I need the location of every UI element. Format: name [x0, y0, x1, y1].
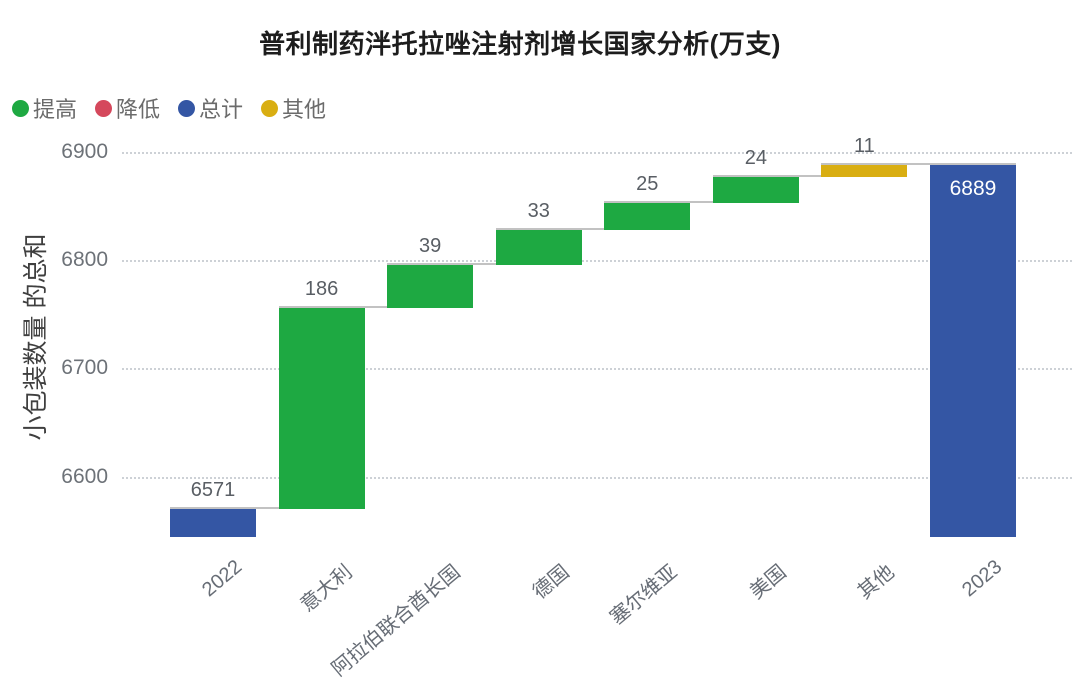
- waterfall-connector: [712, 174, 908, 177]
- x-axis-tick-label: 德国: [528, 560, 574, 604]
- other-legend-dot-icon: [261, 99, 279, 117]
- y-axis-tick-label: 6700: [61, 356, 108, 380]
- waterfall-bar-德国[interactable]: [495, 229, 582, 266]
- bar-value-label: 39: [419, 235, 442, 258]
- y-gridline: [122, 152, 1072, 154]
- legend-item-label: 其他: [282, 97, 327, 122]
- waterfall-connector: [821, 162, 1016, 165]
- x-axis-tick-label: 意大利: [296, 560, 357, 617]
- waterfall-connector: [604, 200, 799, 203]
- waterfall-bar-其他[interactable]: [821, 164, 908, 177]
- x-axis-tick-label: 美国: [745, 560, 791, 604]
- waterfall-connector: [495, 227, 691, 230]
- legend-item-total[interactable]: 总计: [178, 92, 243, 124]
- increase-legend-dot-icon: [12, 99, 29, 117]
- y-axis-title: 小包装数量 的总和: [22, 233, 50, 441]
- chart-legend: 提高 降低 总计 其他: [12, 92, 326, 124]
- x-axis-tick-label: 塞尔维亚: [606, 560, 682, 630]
- waterfall-connector: [387, 263, 582, 266]
- bar-value-label: 24: [744, 146, 767, 169]
- waterfall-bar-美国[interactable]: [712, 176, 799, 203]
- legend-item-label: 总计: [199, 97, 244, 122]
- legend-item-other[interactable]: 其他: [261, 92, 326, 124]
- waterfall-connector: [278, 305, 474, 308]
- legend-item-label: 降低: [116, 97, 161, 122]
- bar-value-label: 25: [636, 172, 659, 195]
- y-gridline: [122, 476, 1072, 479]
- waterfall-bar-意大利[interactable]: [278, 307, 365, 509]
- waterfall-bar-2023[interactable]: [929, 164, 1016, 537]
- x-axis-tick-label: 其他: [854, 560, 900, 604]
- y-gridline: [122, 368, 1072, 371]
- y-gridline: [122, 260, 1072, 263]
- legend-item-label: 提高: [33, 97, 78, 122]
- decrease-legend-dot-icon: [95, 99, 113, 117]
- x-axis-tick-label: 2022: [197, 555, 246, 602]
- chart-title: 普利制药泮托拉唑注射剂增长国家分析(万支): [259, 29, 781, 59]
- bar-value-label: 6571: [190, 478, 236, 501]
- bar-value-label: 11: [854, 134, 875, 157]
- y-axis-tick-label: 6900: [61, 140, 108, 163]
- bar-value-label: 33: [527, 199, 550, 222]
- y-axis-tick-label: 6600: [61, 464, 108, 488]
- waterfall-bar-阿拉伯联合酋长国[interactable]: [387, 265, 474, 308]
- legend-item-increase[interactable]: 提高: [12, 92, 77, 124]
- legend-item-decrease[interactable]: 降低: [95, 92, 160, 124]
- waterfall-bar-2022[interactable]: [170, 508, 256, 537]
- total-legend-dot-icon: [178, 99, 196, 117]
- bar-value-label: 6889: [949, 176, 997, 200]
- waterfall-bar-塞尔维亚[interactable]: [604, 202, 691, 230]
- bar-value-label: 186: [304, 277, 339, 300]
- waterfall-connector: [170, 506, 365, 509]
- y-axis-tick-label: 6800: [61, 248, 108, 272]
- x-axis-tick-label: 2023: [957, 555, 1006, 602]
